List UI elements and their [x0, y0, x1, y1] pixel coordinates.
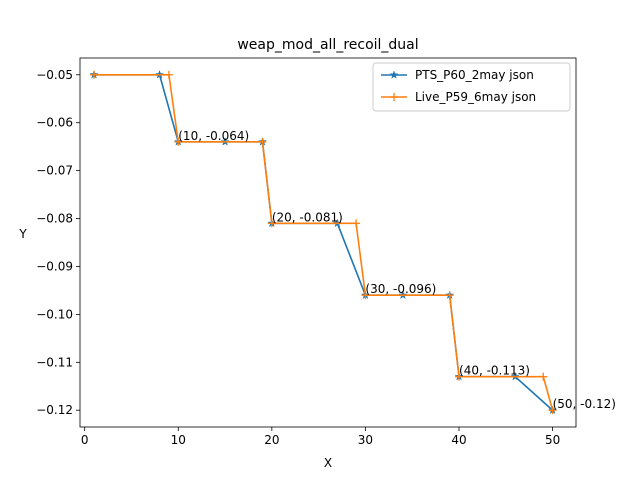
star-marker [389, 70, 399, 79]
legend-item-2: Live_P59_6may json [381, 90, 536, 104]
y-tick-label: −0.10 [36, 307, 73, 321]
y-axis-label: Y [18, 227, 27, 241]
x-axis-label: X [324, 456, 332, 470]
y-tick-label: −0.07 [36, 164, 73, 178]
legend-box [372, 62, 571, 112]
x-tick-label: 0 [81, 433, 89, 447]
data-annotation: (50, -0.12) [553, 397, 616, 411]
series-2 [90, 70, 557, 415]
x-tick-label: 30 [358, 433, 373, 447]
x-tick-label: 10 [171, 433, 186, 447]
legend-label: PTS_P60_2may json [415, 68, 534, 82]
plot-area: 0 10 20 30 40 50 −0.05 −0.06 −0.07 −0.08 −0.09 −0.1… [36, 57, 616, 447]
x-tick-label: 20 [264, 433, 279, 447]
chart-title: weap_mod_all_recoil_dual [237, 37, 418, 53]
y-tick-label: −0.05 [36, 68, 73, 82]
legend-item-1: PTS_P60_2may json [381, 68, 534, 82]
legend: PTS_P60_2may json Live_P59_6may json [372, 62, 571, 112]
y-tick-label: −0.08 [36, 212, 73, 226]
data-annotation: (10, -0.064) [178, 129, 249, 143]
y-tick-label: −0.11 [36, 355, 73, 369]
data-annotation: (20, -0.081) [272, 210, 343, 224]
y-tick-label: −0.12 [36, 403, 73, 417]
plot-frame [79, 57, 577, 428]
legend-label: Live_P59_6may json [415, 90, 536, 104]
data-annotation: (30, -0.096) [365, 282, 436, 296]
y-tick-label: −0.09 [36, 259, 73, 273]
data-annotation: (40, -0.113) [459, 364, 530, 378]
y-tick-label: −0.06 [36, 116, 73, 130]
x-tick-label: 50 [545, 433, 560, 447]
x-tick-label: 40 [451, 433, 466, 447]
